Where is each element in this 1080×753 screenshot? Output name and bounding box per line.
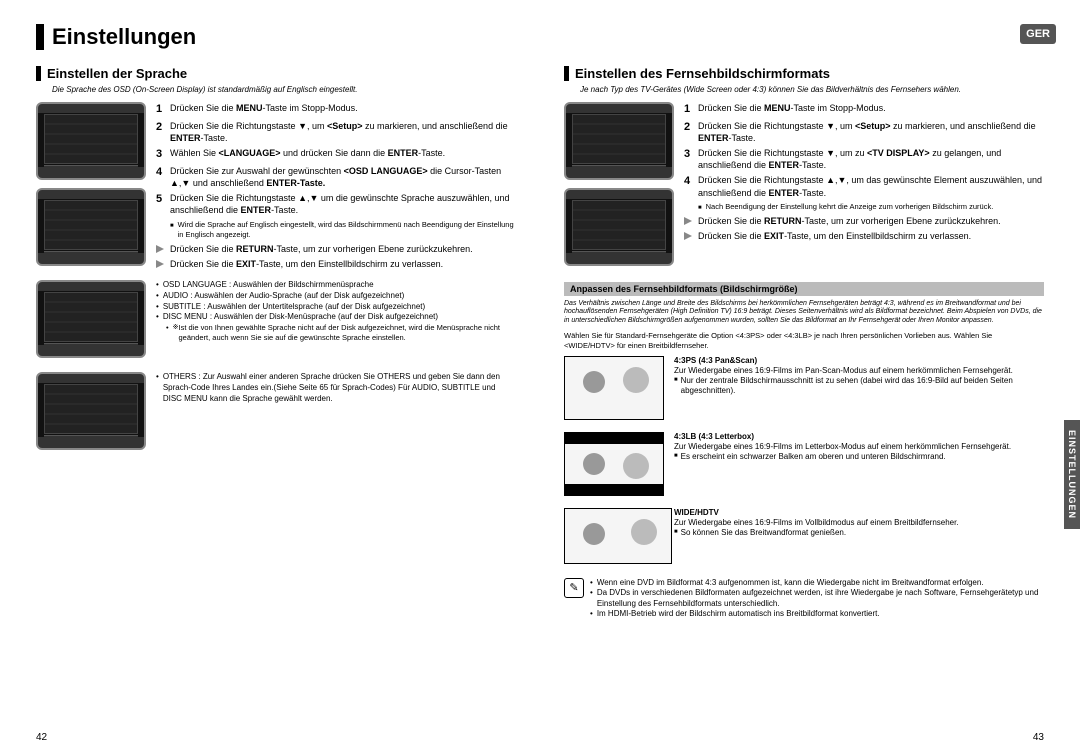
right-block-1: 1Drücken Sie die MENU-Taste im Stopp-Mod… <box>564 102 1044 274</box>
left-steps: 1Drücken Sie die MENU-Taste im Stopp-Mod… <box>156 102 516 274</box>
format-row: 4:3PS (4:3 Pan&Scan)Zur Wiedergabe eines… <box>564 356 1044 426</box>
tv-screenshot-icon <box>36 102 146 180</box>
step: 4Drücken Sie die Richtungstaste ▲,▼, um … <box>684 174 1044 198</box>
bullet-item: DISC MENU : Auswählen der Disk-Menüsprac… <box>156 312 516 323</box>
left-section-row: Einstellen der Sprache <box>36 66 516 81</box>
format-options: 4:3PS (4:3 Pan&Scan)Zur Wiedergabe eines… <box>564 356 1044 570</box>
language-badge: GER <box>1020 24 1056 44</box>
section-accent-bar <box>36 66 41 81</box>
title-accent-bar <box>36 24 44 50</box>
tv-screenshot-icon <box>36 188 146 266</box>
page-number-left: 42 <box>36 732 47 743</box>
page-title: Einstellungen <box>52 24 196 50</box>
subsection-band: Anpassen des Fernsehbildformats (Bildsch… <box>564 282 1044 296</box>
format-row: 4:3LB (4:3 Letterbox)Zur Wiedergabe eine… <box>564 432 1044 502</box>
bullet-item: OTHERS : Zur Auswahl einer anderen Sprac… <box>156 372 516 404</box>
left-section-title: Einstellen der Sprache <box>47 66 187 81</box>
step: 3Drücken Sie die Richtungstaste ▼, um zu… <box>684 147 1044 171</box>
return-hint: Drücken Sie die RETURN-Taste, um zur vor… <box>156 243 516 255</box>
left-block-3: OTHERS : Zur Auswahl einer anderen Sprac… <box>36 372 516 458</box>
right-steps: 1Drücken Sie die MENU-Taste im Stopp-Mod… <box>684 102 1044 274</box>
page-number-right: 43 <box>1033 732 1044 743</box>
fine-print-1: Das Verhältnis zwischen Länge und Breite… <box>564 300 1044 325</box>
left-block-2: OSD LANGUAGE : Auswählen der Bildschirmm… <box>36 280 516 366</box>
step-note: Wird die Sprache auf Englisch eingestell… <box>170 220 516 240</box>
step: 5Drücken Sie die Richtungstaste ▲,▼ um d… <box>156 192 516 216</box>
left-block-1: 1Drücken Sie die MENU-Taste im Stopp-Mod… <box>36 102 516 274</box>
note-box: ✎ Wenn eine DVD im Bildformat 4:3 aufgen… <box>564 578 1044 620</box>
step: 4Drücken Sie zur Auswahl der gewünschten… <box>156 165 516 189</box>
format-text: 4:3LB (4:3 Letterbox)Zur Wiedergabe eine… <box>674 432 1044 502</box>
left-bullets-2: OTHERS : Zur Auswahl einer anderen Sprac… <box>156 372 516 458</box>
step: 3Wählen Sie <LANGUAGE> und drücken Sie d… <box>156 147 516 162</box>
format-preview-icon <box>564 356 664 420</box>
note-list: Wenn eine DVD im Bildformat 4:3 aufgenom… <box>590 578 1044 620</box>
step: 1Drücken Sie die MENU-Taste im Stopp-Mod… <box>156 102 516 117</box>
left-thumbs-3 <box>36 372 156 458</box>
right-section-row: Einstellen des Fernsehbildschirmformats <box>564 66 1044 81</box>
step: 2Drücken Sie die Richtungstaste ▼, um <S… <box>684 120 1044 144</box>
format-row: WIDE/HDTVZur Wiedergabe eines 16:9-Films… <box>564 508 1044 570</box>
right-thumbs-1 <box>564 102 684 274</box>
bullet-item: OSD LANGUAGE : Auswählen der Bildschirmm… <box>156 280 516 291</box>
left-bullets-1: OSD LANGUAGE : Auswählen der Bildschirmm… <box>156 280 516 366</box>
fine-print-2: Wählen Sie für Standard-Fernsehgeräte di… <box>564 331 1044 350</box>
bullet-item: SUBTITLE : Auswählen der Untertitelsprac… <box>156 302 516 313</box>
left-thumbs-1 <box>36 102 156 274</box>
tv-screenshot-icon <box>564 188 674 266</box>
step: 2Drücken Sie die Richtungstaste ▼, um <S… <box>156 120 516 144</box>
left-thumbs-2 <box>36 280 156 366</box>
pencil-note-icon: ✎ <box>564 578 584 598</box>
return-hint: Drücken Sie die RETURN-Taste, um zur vor… <box>684 215 1044 227</box>
bullet-note: ※ Ist die von Ihnen gewählte Sprache nic… <box>166 323 516 343</box>
return-hint: Drücken Sie die EXIT-Taste, um den Einst… <box>684 230 1044 242</box>
step: 1Drücken Sie die MENU-Taste im Stopp-Mod… <box>684 102 1044 117</box>
page-title-row: Einstellungen <box>36 24 516 50</box>
format-preview-icon <box>564 508 672 564</box>
side-tab: EINSTELLUNGEN <box>1064 420 1080 529</box>
page-left: Einstellungen Einstellen der Sprache Die… <box>0 0 540 753</box>
format-text: WIDE/HDTVZur Wiedergabe eines 16:9-Films… <box>674 508 1044 570</box>
format-preview-icon <box>564 432 664 496</box>
note-item: Im HDMI-Betrieb wird der Bildschirm auto… <box>590 609 1044 619</box>
tv-screenshot-icon <box>36 372 146 450</box>
tv-screenshot-icon <box>564 102 674 180</box>
right-section-title: Einstellen des Fernsehbildschirmformats <box>575 66 830 81</box>
bullet-item: AUDIO : Auswählen der Audio-Sprache (auf… <box>156 291 516 302</box>
step-note: Nach Beendigung der Einstellung kehrt di… <box>698 202 1044 212</box>
format-text: 4:3PS (4:3 Pan&Scan)Zur Wiedergabe eines… <box>674 356 1044 426</box>
section-accent-bar <box>564 66 569 81</box>
left-intro: Die Sprache des OSD (On-Screen Display) … <box>52 85 516 94</box>
return-hint: Drücken Sie die EXIT-Taste, um den Einst… <box>156 258 516 270</box>
note-item: Wenn eine DVD im Bildformat 4:3 aufgenom… <box>590 578 1044 588</box>
right-intro: Je nach Typ des TV-Gerätes (Wide Screen … <box>580 85 1044 94</box>
tv-screenshot-icon <box>36 280 146 358</box>
page-right: GER Einstellen des Fernsehbildschirmform… <box>540 0 1080 753</box>
note-item: Da DVDs in verschiedenen Bildformaten au… <box>590 588 1044 609</box>
